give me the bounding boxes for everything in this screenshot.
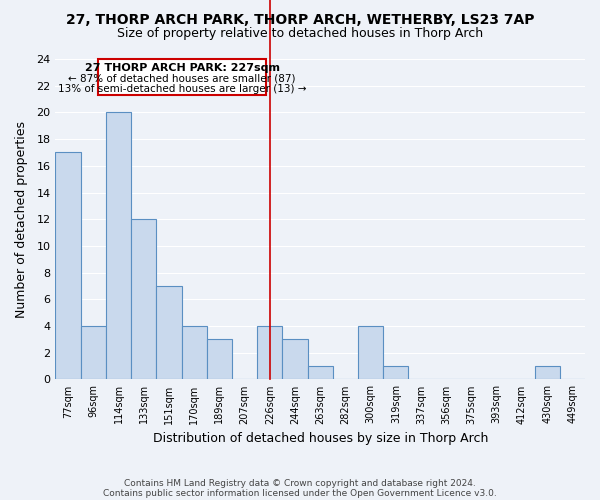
Y-axis label: Number of detached properties: Number of detached properties [15, 120, 28, 318]
X-axis label: Distribution of detached houses by size in Thorp Arch: Distribution of detached houses by size … [152, 432, 488, 445]
Bar [535, 366, 560, 380]
Bar [283, 340, 308, 380]
Text: 13% of semi-detached houses are larger (13) →: 13% of semi-detached houses are larger (… [58, 84, 307, 94]
Text: ← 87% of detached houses are smaller (87): ← 87% of detached houses are smaller (87… [68, 74, 296, 84]
Bar [106, 112, 131, 380]
Bar [80, 326, 106, 380]
Bar [157, 286, 182, 380]
Bar [308, 366, 333, 380]
Text: Contains public sector information licensed under the Open Government Licence v3: Contains public sector information licen… [103, 488, 497, 498]
Bar [358, 326, 383, 380]
Text: 27, THORP ARCH PARK, THORP ARCH, WETHERBY, LS23 7AP: 27, THORP ARCH PARK, THORP ARCH, WETHERB… [66, 12, 534, 26]
Text: Size of property relative to detached houses in Thorp Arch: Size of property relative to detached ho… [117, 28, 483, 40]
Bar [55, 152, 80, 380]
Bar [383, 366, 409, 380]
Text: Contains HM Land Registry data © Crown copyright and database right 2024.: Contains HM Land Registry data © Crown c… [124, 478, 476, 488]
Bar [257, 326, 283, 380]
FancyBboxPatch shape [98, 59, 266, 95]
Text: 27 THORP ARCH PARK: 227sqm: 27 THORP ARCH PARK: 227sqm [85, 63, 280, 73]
Bar [131, 219, 157, 380]
Bar [182, 326, 207, 380]
Bar [207, 340, 232, 380]
